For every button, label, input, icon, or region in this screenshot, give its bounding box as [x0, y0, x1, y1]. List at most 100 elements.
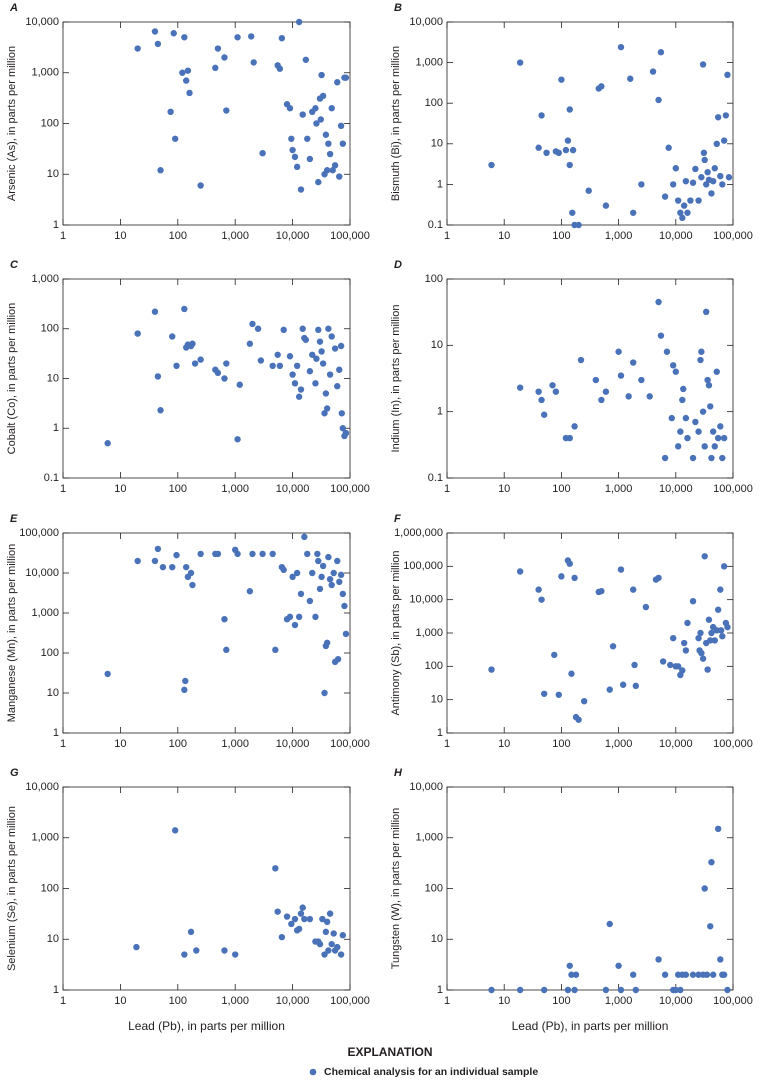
data-point — [221, 947, 228, 954]
data-point — [323, 167, 331, 174]
y-tick-label: 10 — [431, 694, 443, 706]
data-point — [187, 569, 195, 577]
data-point — [151, 557, 159, 565]
data-point — [336, 173, 343, 180]
y-tick-label: 100,000 — [19, 527, 59, 539]
data-point — [337, 951, 345, 958]
data-point — [134, 330, 141, 337]
data-point — [336, 366, 343, 373]
data-point — [280, 326, 287, 334]
y-tick-label: 10,000 — [25, 567, 59, 579]
data-point — [646, 393, 653, 400]
data-point — [326, 371, 334, 378]
panel-label: F — [394, 513, 401, 525]
data-point — [680, 639, 688, 647]
x-tick-label: 10 — [498, 230, 510, 242]
data-point — [234, 550, 241, 558]
y-tick-label: 1,000 — [31, 832, 59, 844]
data-point — [585, 187, 592, 194]
x-tick-label: 10,000 — [276, 995, 310, 1007]
data-point — [297, 590, 305, 598]
data-point — [214, 369, 222, 377]
data-point — [564, 137, 572, 144]
data-point — [630, 586, 637, 593]
data-point — [157, 167, 164, 174]
data-point — [272, 646, 279, 654]
data-point — [319, 360, 327, 367]
data-point — [689, 597, 697, 605]
y-tick-label: 0.1 — [428, 472, 443, 484]
x-tick-label: 100,000 — [330, 230, 370, 242]
y-tick-label: 1,000 — [415, 57, 443, 69]
data-point — [695, 197, 702, 204]
data-point — [571, 574, 578, 582]
y-tick-label: 10 — [431, 339, 443, 351]
data-point — [566, 434, 573, 442]
data-point — [720, 563, 728, 570]
data-point — [655, 574, 662, 582]
y-tick-label: 1 — [437, 984, 443, 996]
data-point — [707, 637, 714, 644]
data-point — [719, 454, 726, 462]
y-tick-label: 1 — [437, 727, 443, 739]
data-point — [321, 951, 328, 958]
y-tick-label: 10 — [431, 138, 443, 150]
data-point — [151, 28, 159, 35]
y-tick-label: 10,000 — [409, 16, 443, 28]
data-point — [317, 116, 325, 123]
y-tick-label: 100 — [425, 660, 443, 672]
data-point — [661, 193, 669, 200]
data-point — [720, 137, 728, 144]
data-point — [677, 428, 684, 435]
data-point — [552, 388, 560, 395]
data-point — [689, 179, 697, 186]
data-point — [193, 947, 200, 954]
x-tick-label: 100 — [552, 738, 570, 750]
x-tick-label: 1,000 — [221, 230, 249, 242]
y-tick-label: 100 — [41, 882, 59, 894]
data-point — [334, 655, 342, 663]
data-point — [674, 663, 682, 670]
data-point — [182, 677, 189, 685]
data-point — [326, 575, 334, 583]
plot-frame — [446, 786, 734, 991]
data-point — [657, 49, 665, 56]
data-point — [677, 986, 684, 994]
data-point — [316, 940, 324, 948]
data-point — [328, 940, 335, 948]
data-point — [717, 423, 724, 430]
y-tick-label: 10 — [47, 372, 59, 384]
data-point — [708, 858, 715, 866]
data-point — [708, 454, 715, 462]
data-point — [276, 65, 284, 72]
data-point — [538, 396, 545, 404]
plot-frame — [446, 532, 734, 734]
data-point — [677, 209, 684, 216]
x-tick-label: 100,000 — [713, 230, 753, 242]
data-point — [682, 971, 690, 978]
data-point — [299, 904, 306, 911]
data-point — [186, 89, 193, 97]
y-axis-title: Indium (In), in parts per million — [390, 305, 402, 453]
data-point — [249, 320, 256, 328]
data-point — [323, 405, 331, 412]
x-tick-label: 10,000 — [659, 230, 693, 242]
data-point — [627, 75, 634, 82]
data-point — [672, 165, 679, 172]
data-point — [562, 146, 570, 154]
x-tick-label: 1 — [60, 230, 66, 242]
x-tick-label: 10,000 — [659, 995, 693, 1007]
data-point — [291, 621, 299, 629]
data-point — [540, 690, 548, 697]
x-tick-label: 10 — [498, 738, 510, 750]
data-point — [319, 92, 327, 100]
data-point — [154, 373, 162, 380]
data-point — [717, 172, 724, 180]
data-point — [171, 135, 179, 142]
data-point — [679, 667, 686, 674]
data-point — [221, 54, 228, 61]
panel-label: G — [10, 767, 19, 779]
y-axis-title: Arsenic (As), in parts per million — [6, 46, 18, 201]
y-tick-label: 100 — [41, 647, 59, 659]
data-point — [181, 34, 188, 41]
